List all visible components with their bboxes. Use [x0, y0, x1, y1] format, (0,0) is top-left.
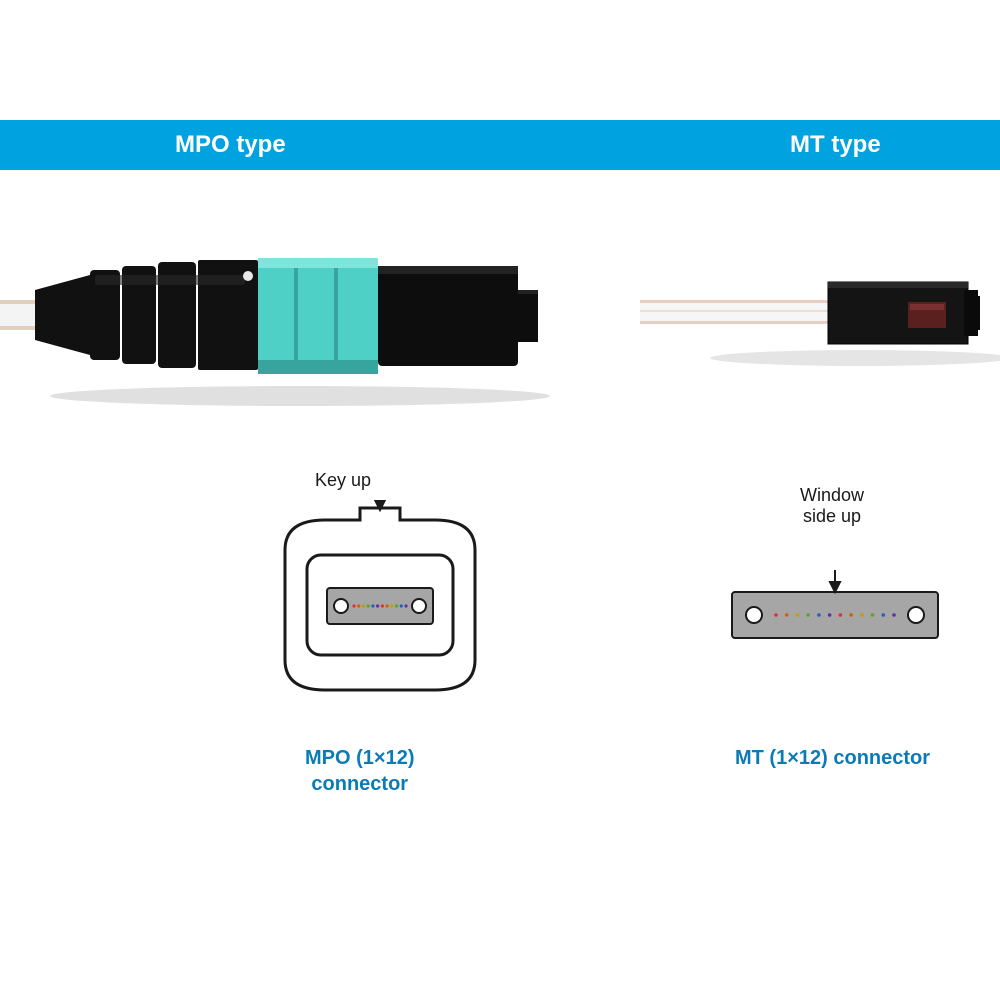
mpo-diagram: [245, 500, 515, 730]
mt-window-label: Window side up: [800, 485, 864, 527]
header-right-label: MT type: [790, 131, 881, 159]
mt-caption: MT (1×12) connector: [735, 745, 930, 771]
mpo-photo: [0, 220, 560, 410]
header-bar: MPO type MT type: [0, 120, 1000, 170]
mpo-caption: MPO (1×12) connector: [305, 745, 414, 797]
header-left-label: MPO type: [175, 131, 286, 159]
mpo-keyup-label: Key up: [315, 470, 371, 491]
mt-photo: [640, 260, 1000, 370]
mt-diagram: [720, 570, 950, 660]
